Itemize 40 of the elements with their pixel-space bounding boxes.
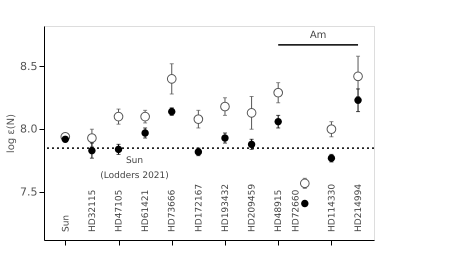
point [140, 112, 150, 122]
point [353, 72, 363, 82]
ref-line-label: Sun (Lodders 2021) [100, 156, 169, 182]
x-tick-label: Sun [61, 214, 72, 232]
x-tick-label: HD47105 [114, 190, 125, 232]
point [273, 88, 284, 98]
x-tick-label: HD73666 [168, 189, 178, 232]
annotation: Am [310, 30, 326, 41]
point [114, 112, 124, 122]
x-tick-label: HD214994 [354, 184, 364, 232]
point [300, 178, 310, 188]
point [220, 102, 230, 112]
x-tick-label: HD48915 [274, 190, 284, 232]
point [62, 136, 69, 143]
x-tick-label: HD114330 [327, 184, 338, 232]
point [274, 118, 282, 126]
point [141, 129, 149, 137]
point [246, 108, 256, 118]
y-tick-label: 8.5 [20, 60, 38, 73]
x-tick-label: HD32115 [88, 190, 98, 232]
x-tick-label: HD172167 [194, 184, 204, 232]
y-axis-title: log ε(N) [6, 114, 18, 154]
x-tick-label: HD72660 [291, 189, 302, 232]
point [87, 133, 97, 143]
y-tick-label: 8.0 [20, 122, 38, 136]
point [88, 146, 96, 154]
point [301, 200, 309, 208]
point [114, 146, 122, 154]
point [354, 96, 362, 104]
point [221, 134, 229, 142]
point [194, 148, 202, 156]
x-tick-label: HD193432 [220, 184, 231, 232]
point [326, 124, 336, 134]
x-tick-label: HD61421 [141, 190, 152, 232]
point [328, 154, 336, 162]
y-tick-label: 7.5 [20, 186, 38, 199]
point [194, 114, 204, 124]
x-tick-label: HD209459 [248, 184, 258, 232]
point [248, 140, 256, 148]
point [166, 74, 177, 84]
